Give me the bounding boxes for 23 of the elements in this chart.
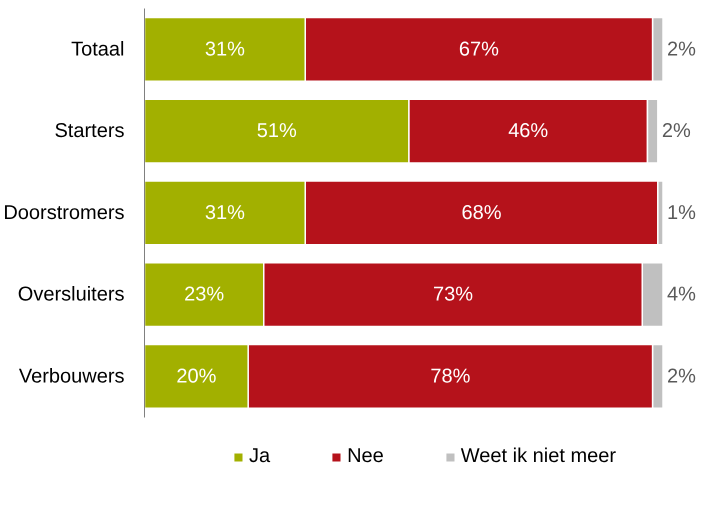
- y-tick-label: Oversluiters: [18, 284, 125, 306]
- legend-label: Nee: [347, 445, 384, 468]
- y-tick-label: Verbouwers: [18, 365, 125, 388]
- data-label: 67%: [458, 38, 500, 60]
- data-label: 4%: [667, 284, 696, 306]
- data-label: 20%: [176, 365, 217, 388]
- data-label: 46%: [508, 120, 548, 142]
- data-label: 2%: [667, 365, 696, 388]
- data-label: 68%: [462, 202, 502, 224]
- data-label: 73%: [433, 284, 474, 306]
- data-label: 2%: [662, 120, 691, 142]
- legend-label: Weet ik niet meer: [460, 445, 616, 468]
- y-tick-label: Starters: [54, 120, 125, 142]
- legend-label: Ja: [248, 445, 270, 468]
- y-tick-label: Doorstromers: [3, 202, 125, 224]
- data-label: 31%: [204, 202, 246, 224]
- y-tick-label: Totaal: [71, 38, 125, 60]
- data-label: 31%: [204, 38, 246, 60]
- data-label: 1%: [667, 202, 696, 224]
- data-label: 2%: [667, 38, 696, 60]
- data-label: 51%: [256, 120, 297, 142]
- data-label: 78%: [430, 365, 471, 388]
- data-label: 23%: [184, 284, 224, 306]
